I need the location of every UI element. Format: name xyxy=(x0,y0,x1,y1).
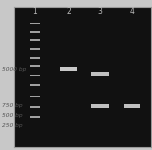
Text: 3: 3 xyxy=(98,7,103,16)
Bar xyxy=(30,23,40,24)
Text: 4: 4 xyxy=(130,7,134,16)
Bar xyxy=(91,72,109,76)
Bar xyxy=(30,84,40,85)
Bar xyxy=(30,75,40,76)
Text: 2: 2 xyxy=(66,7,71,16)
Text: 750 bp: 750 bp xyxy=(2,103,22,108)
Bar xyxy=(30,96,40,97)
Bar xyxy=(30,39,40,41)
Text: 500 bp: 500 bp xyxy=(2,113,22,118)
Bar xyxy=(30,106,40,108)
Bar xyxy=(30,65,40,67)
Text: 1: 1 xyxy=(33,7,37,16)
Bar xyxy=(91,104,109,108)
Bar xyxy=(30,31,40,33)
Bar xyxy=(30,116,40,118)
Text: 250 bp: 250 bp xyxy=(2,123,22,128)
Bar xyxy=(124,104,140,108)
Bar xyxy=(60,67,77,71)
Bar xyxy=(30,57,40,59)
Text: 5000 bp: 5000 bp xyxy=(2,67,26,72)
Bar xyxy=(30,48,40,50)
